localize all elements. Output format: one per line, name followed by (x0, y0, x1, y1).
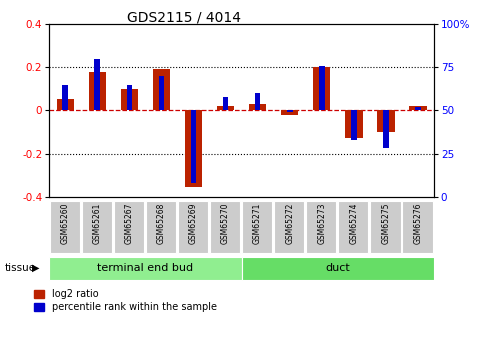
Text: GSM65272: GSM65272 (285, 203, 294, 244)
Bar (274, 201, 304, 253)
Bar (95, 59, 100, 110)
Bar (223, 97, 228, 110)
Bar (383, 110, 388, 148)
Text: GSM65273: GSM65273 (317, 203, 326, 244)
Bar (121, 89, 138, 110)
Bar (370, 201, 400, 253)
Bar (319, 66, 324, 110)
Bar (185, 110, 202, 187)
Bar (159, 76, 164, 110)
Text: GDS2115 / 4014: GDS2115 / 4014 (127, 10, 241, 24)
Bar (313, 67, 330, 110)
Text: GSM65274: GSM65274 (349, 203, 358, 244)
Bar (242, 257, 434, 280)
Bar (63, 85, 68, 110)
Bar (402, 201, 432, 253)
Bar (249, 104, 266, 110)
Bar (146, 201, 176, 253)
Bar (281, 110, 298, 115)
Bar (287, 110, 292, 112)
Text: GSM65276: GSM65276 (413, 203, 423, 244)
Bar (50, 201, 80, 253)
Bar (306, 201, 336, 253)
Bar (377, 110, 394, 132)
Bar (345, 110, 362, 138)
Legend: log2 ratio, percentile rank within the sample: log2 ratio, percentile rank within the s… (35, 289, 217, 313)
Bar (242, 201, 272, 253)
Bar (210, 201, 240, 253)
Bar (255, 93, 260, 110)
Bar (409, 106, 426, 110)
Bar (89, 72, 106, 110)
Bar (82, 201, 112, 253)
Text: duct: duct (325, 263, 350, 273)
Text: GSM65267: GSM65267 (125, 203, 134, 244)
Bar (178, 201, 208, 253)
Bar (415, 107, 421, 110)
Text: tissue: tissue (5, 263, 36, 273)
Text: GSM65269: GSM65269 (189, 203, 198, 244)
Bar (217, 106, 234, 110)
Text: GSM65271: GSM65271 (253, 203, 262, 244)
Text: ▶: ▶ (32, 263, 39, 273)
Bar (127, 85, 132, 110)
Text: GSM65260: GSM65260 (61, 203, 70, 244)
Bar (114, 201, 144, 253)
Bar (57, 99, 74, 110)
Bar (153, 69, 170, 110)
Bar (351, 110, 356, 140)
Bar (191, 110, 196, 183)
Text: GSM65275: GSM65275 (381, 203, 390, 244)
Text: GSM65270: GSM65270 (221, 203, 230, 244)
Text: GSM65268: GSM65268 (157, 203, 166, 244)
Text: GSM65261: GSM65261 (93, 203, 102, 244)
Bar (338, 201, 368, 253)
Bar (49, 257, 242, 280)
Text: terminal end bud: terminal end bud (98, 263, 193, 273)
